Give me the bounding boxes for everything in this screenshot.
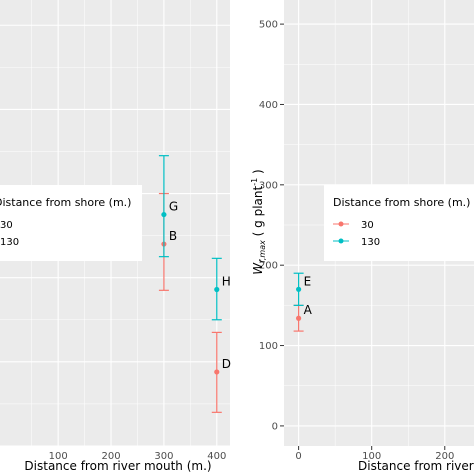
left-legend-entry-130: 130 bbox=[0, 237, 19, 248]
right-point-label-E: E bbox=[304, 274, 312, 288]
left-x-axis-title: Distance from river mouth (m.) bbox=[24, 459, 211, 473]
right-y-tick-label: 0 bbox=[272, 421, 278, 432]
left-legend-entry-30: 30 bbox=[0, 220, 13, 231]
right-legend-box bbox=[324, 185, 474, 261]
right-x-axis-title: Distance from river mo bbox=[358, 459, 474, 473]
right-legend: Distance from shore (m.) 30 130 bbox=[324, 185, 474, 261]
left-series-130-point bbox=[161, 211, 167, 218]
right-x-tick-label: 200 bbox=[435, 451, 454, 462]
left-panel: B D G H 100 200 300 400 Distance from river mo… bbox=[0, 0, 231, 473]
y-title-sup: -1 bbox=[250, 178, 259, 186]
left-legend: Distance from shore (m.) 30 130 bbox=[0, 185, 142, 261]
right-legend-key-130-point bbox=[338, 238, 344, 244]
right-series-130-point bbox=[296, 286, 302, 292]
right-ticks: 0 100 200 0 100 200 300 400 500 bbox=[259, 20, 454, 462]
y-title-sub: f,max bbox=[258, 240, 267, 263]
right-y-tick-label: 400 bbox=[259, 100, 278, 111]
left-legend-title: Distance from shore (m.) bbox=[0, 196, 131, 209]
left-point-label-H: H bbox=[222, 274, 231, 288]
y-title-main: W bbox=[251, 262, 265, 275]
right-legend-entry-30: 30 bbox=[361, 220, 374, 231]
right-y-axis-title: Wf,max ( g plant-1 ) bbox=[250, 169, 267, 274]
left-x-tick-label: 200 bbox=[101, 451, 120, 462]
right-legend-key-30-point bbox=[338, 221, 344, 227]
left-data-marks: B D G H bbox=[158, 155, 231, 413]
left-x-tick-label: 400 bbox=[207, 451, 226, 462]
y-title-unit-close: ) bbox=[251, 169, 265, 178]
right-x-tick-label: 0 bbox=[295, 451, 301, 462]
right-legend-entry-130: 130 bbox=[361, 237, 380, 248]
right-y-tick-label: 100 bbox=[259, 341, 278, 352]
left-point-label-D: D bbox=[222, 357, 231, 371]
left-legend-box bbox=[0, 185, 142, 261]
left-x-tick-label: 300 bbox=[154, 451, 173, 462]
y-title-unit-open: ( g plant bbox=[251, 186, 265, 241]
left-point-label-G: G bbox=[169, 200, 178, 214]
left-x-ticks: 100 200 300 400 bbox=[49, 451, 227, 462]
right-y-tick-label: 200 bbox=[259, 261, 278, 272]
left-series-130-point bbox=[214, 286, 220, 293]
left-x-tick-label: 100 bbox=[49, 451, 68, 462]
right-series-30-point bbox=[296, 315, 302, 321]
left-point-label-B: B bbox=[169, 229, 177, 243]
right-data-marks: AE bbox=[293, 272, 313, 332]
right-point-label-A: A bbox=[304, 303, 313, 317]
right-y-tick-label: 500 bbox=[259, 20, 278, 31]
left-series-30-point bbox=[214, 369, 220, 375]
right-x-tick-label: 100 bbox=[362, 451, 381, 462]
right-legend-title: Distance from shore (m.) bbox=[333, 196, 470, 209]
right-y-tick-label: 300 bbox=[259, 180, 278, 191]
